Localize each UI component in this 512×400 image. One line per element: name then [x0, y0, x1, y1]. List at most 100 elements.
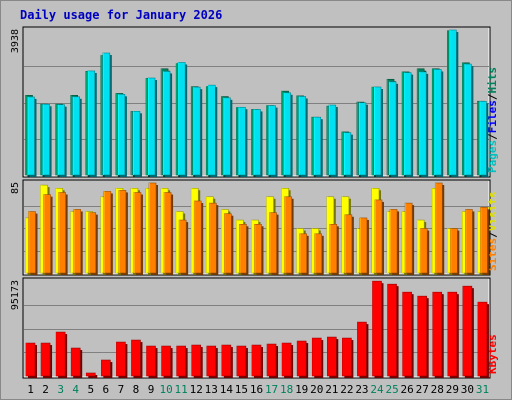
bar-kbytes-day-25	[387, 283, 399, 378]
bar-files-day-13	[207, 84, 218, 177]
bar-kbytes-day-7	[116, 341, 128, 378]
bar-sites-day-28	[434, 182, 445, 275]
scale-label-max: 85	[10, 182, 21, 194]
bar-kbytes-day-4	[70, 347, 83, 378]
bars	[25, 280, 489, 378]
bar-kbytes-day-9	[146, 345, 158, 378]
chart-panels: 3938Pages/Files/Hits85Sites/Visits95173K…	[10, 26, 499, 379]
bar-files-day-26	[403, 72, 414, 177]
x-tick-label-day-15: 15	[235, 383, 248, 396]
x-tick-label-day-8: 8	[133, 383, 140, 396]
bar-kbytes-day-5	[85, 372, 98, 378]
bar-sites-day-23	[359, 217, 369, 275]
bar-files-day-5	[87, 70, 97, 177]
bar-kbytes-day-14	[221, 344, 233, 378]
bar-files-day-11	[177, 62, 188, 177]
bar-files-day-10	[162, 71, 173, 177]
bar-sites-day-27	[419, 228, 430, 275]
bar-kbytes-day-1	[25, 342, 37, 378]
axis-label-kbytes: KBytes	[486, 334, 499, 374]
x-tick-label-day-24: 24	[370, 383, 384, 396]
bar-kbytes-day-20	[311, 337, 324, 378]
bar-kbytes-day-29	[447, 291, 459, 378]
bar-files-day-14	[223, 97, 233, 177]
x-tick-label-day-28: 28	[431, 383, 444, 396]
bar-files-day-17	[268, 105, 278, 177]
x-tick-label-day-7: 7	[118, 383, 125, 396]
x-tick-label-day-29: 29	[446, 383, 459, 396]
axis-label-pages: Pages	[486, 140, 499, 173]
x-tick-label-day-27: 27	[416, 383, 429, 396]
bar-sites-day-31	[480, 207, 490, 275]
bar-sites-day-5	[88, 212, 98, 275]
x-tick-label-day-23: 23	[355, 383, 368, 396]
bar-sites-day-30	[465, 209, 475, 275]
bar-kbytes-day-10	[161, 345, 173, 378]
x-tick-label-day-19: 19	[295, 383, 308, 396]
x-tick-label-day-10: 10	[159, 383, 172, 396]
bar-files-day-23	[358, 102, 368, 177]
x-tick-label-day-31: 31	[476, 383, 489, 396]
x-tick-label-day-2: 2	[42, 383, 49, 396]
bar-files-day-31	[479, 101, 489, 177]
bar-kbytes-day-13	[206, 345, 218, 378]
axis-label-separator: /	[486, 93, 499, 100]
bar-kbytes-day-17	[266, 343, 279, 378]
bar-files-day-15	[238, 106, 248, 177]
x-tick-label-day-6: 6	[103, 383, 110, 396]
bar-sites-day-29	[450, 228, 460, 275]
x-tick-label-day-21: 21	[325, 383, 338, 396]
bar-sites-day-16	[254, 223, 264, 275]
bar-kbytes-day-31	[477, 301, 489, 378]
bar-files-day-19	[298, 96, 308, 177]
bar-sites-day-1	[28, 211, 38, 275]
bar-sites-day-25	[389, 209, 400, 275]
x-tick-label-day-17: 17	[265, 383, 278, 396]
bar-files-day-29	[449, 29, 459, 177]
bar-kbytes-day-11	[176, 345, 188, 378]
bar-kbytes-day-21	[326, 336, 339, 378]
x-tick-label-day-9: 9	[148, 383, 155, 396]
bar-sites-day-21	[329, 223, 339, 275]
x-tick-label-day-3: 3	[57, 383, 64, 396]
bar-files-day-21	[328, 104, 338, 177]
bar-kbytes-day-26	[402, 291, 414, 378]
x-tick-label-day-1: 1	[27, 383, 34, 396]
bar-sites-day-11	[178, 219, 189, 275]
bar-files-day-16	[253, 109, 263, 177]
x-tick-label-day-30: 30	[461, 383, 474, 396]
x-tick-label-day-5: 5	[87, 383, 94, 396]
bar-files-day-8	[132, 111, 142, 177]
x-tick-label-day-11: 11	[175, 383, 188, 396]
x-tick-label-day-25: 25	[385, 383, 398, 396]
bar-sites-day-2	[43, 194, 53, 275]
bar-sites-day-26	[404, 202, 415, 275]
bar-files-day-18	[283, 92, 293, 177]
bar-files-day-4	[72, 96, 82, 177]
bar-sites-day-7	[118, 190, 128, 275]
bar-kbytes-day-24	[372, 280, 384, 378]
bar-kbytes-day-22	[342, 337, 354, 378]
x-tick-label-day-12: 12	[190, 383, 203, 396]
bar-files-day-30	[464, 63, 474, 177]
panel-axis-label: Pages/Files/Hits	[486, 67, 499, 173]
scale-label-max: 3938	[10, 29, 21, 53]
panel-axis-label: KBytes	[486, 334, 499, 374]
bar-sites-day-6	[103, 191, 113, 275]
bar-sites-day-12	[193, 200, 204, 275]
bar-kbytes-day-2	[40, 342, 53, 378]
bar-files-day-1	[27, 96, 37, 177]
x-tick-label-day-20: 20	[310, 383, 323, 396]
axis-label-hits: Hits	[486, 67, 499, 94]
x-tick-label-day-13: 13	[205, 383, 218, 396]
x-tick-label-day-18: 18	[280, 383, 293, 396]
bar-files-day-27	[418, 71, 429, 177]
bar-sites-day-24	[374, 199, 384, 275]
bar-sites-day-4	[73, 209, 83, 275]
x-tick-label-day-26: 26	[401, 383, 414, 396]
bar-kbytes-day-12	[191, 344, 203, 378]
bar-kbytes-day-3	[55, 331, 68, 378]
panel-kbytes: 95173 KBytes	[10, 277, 499, 379]
